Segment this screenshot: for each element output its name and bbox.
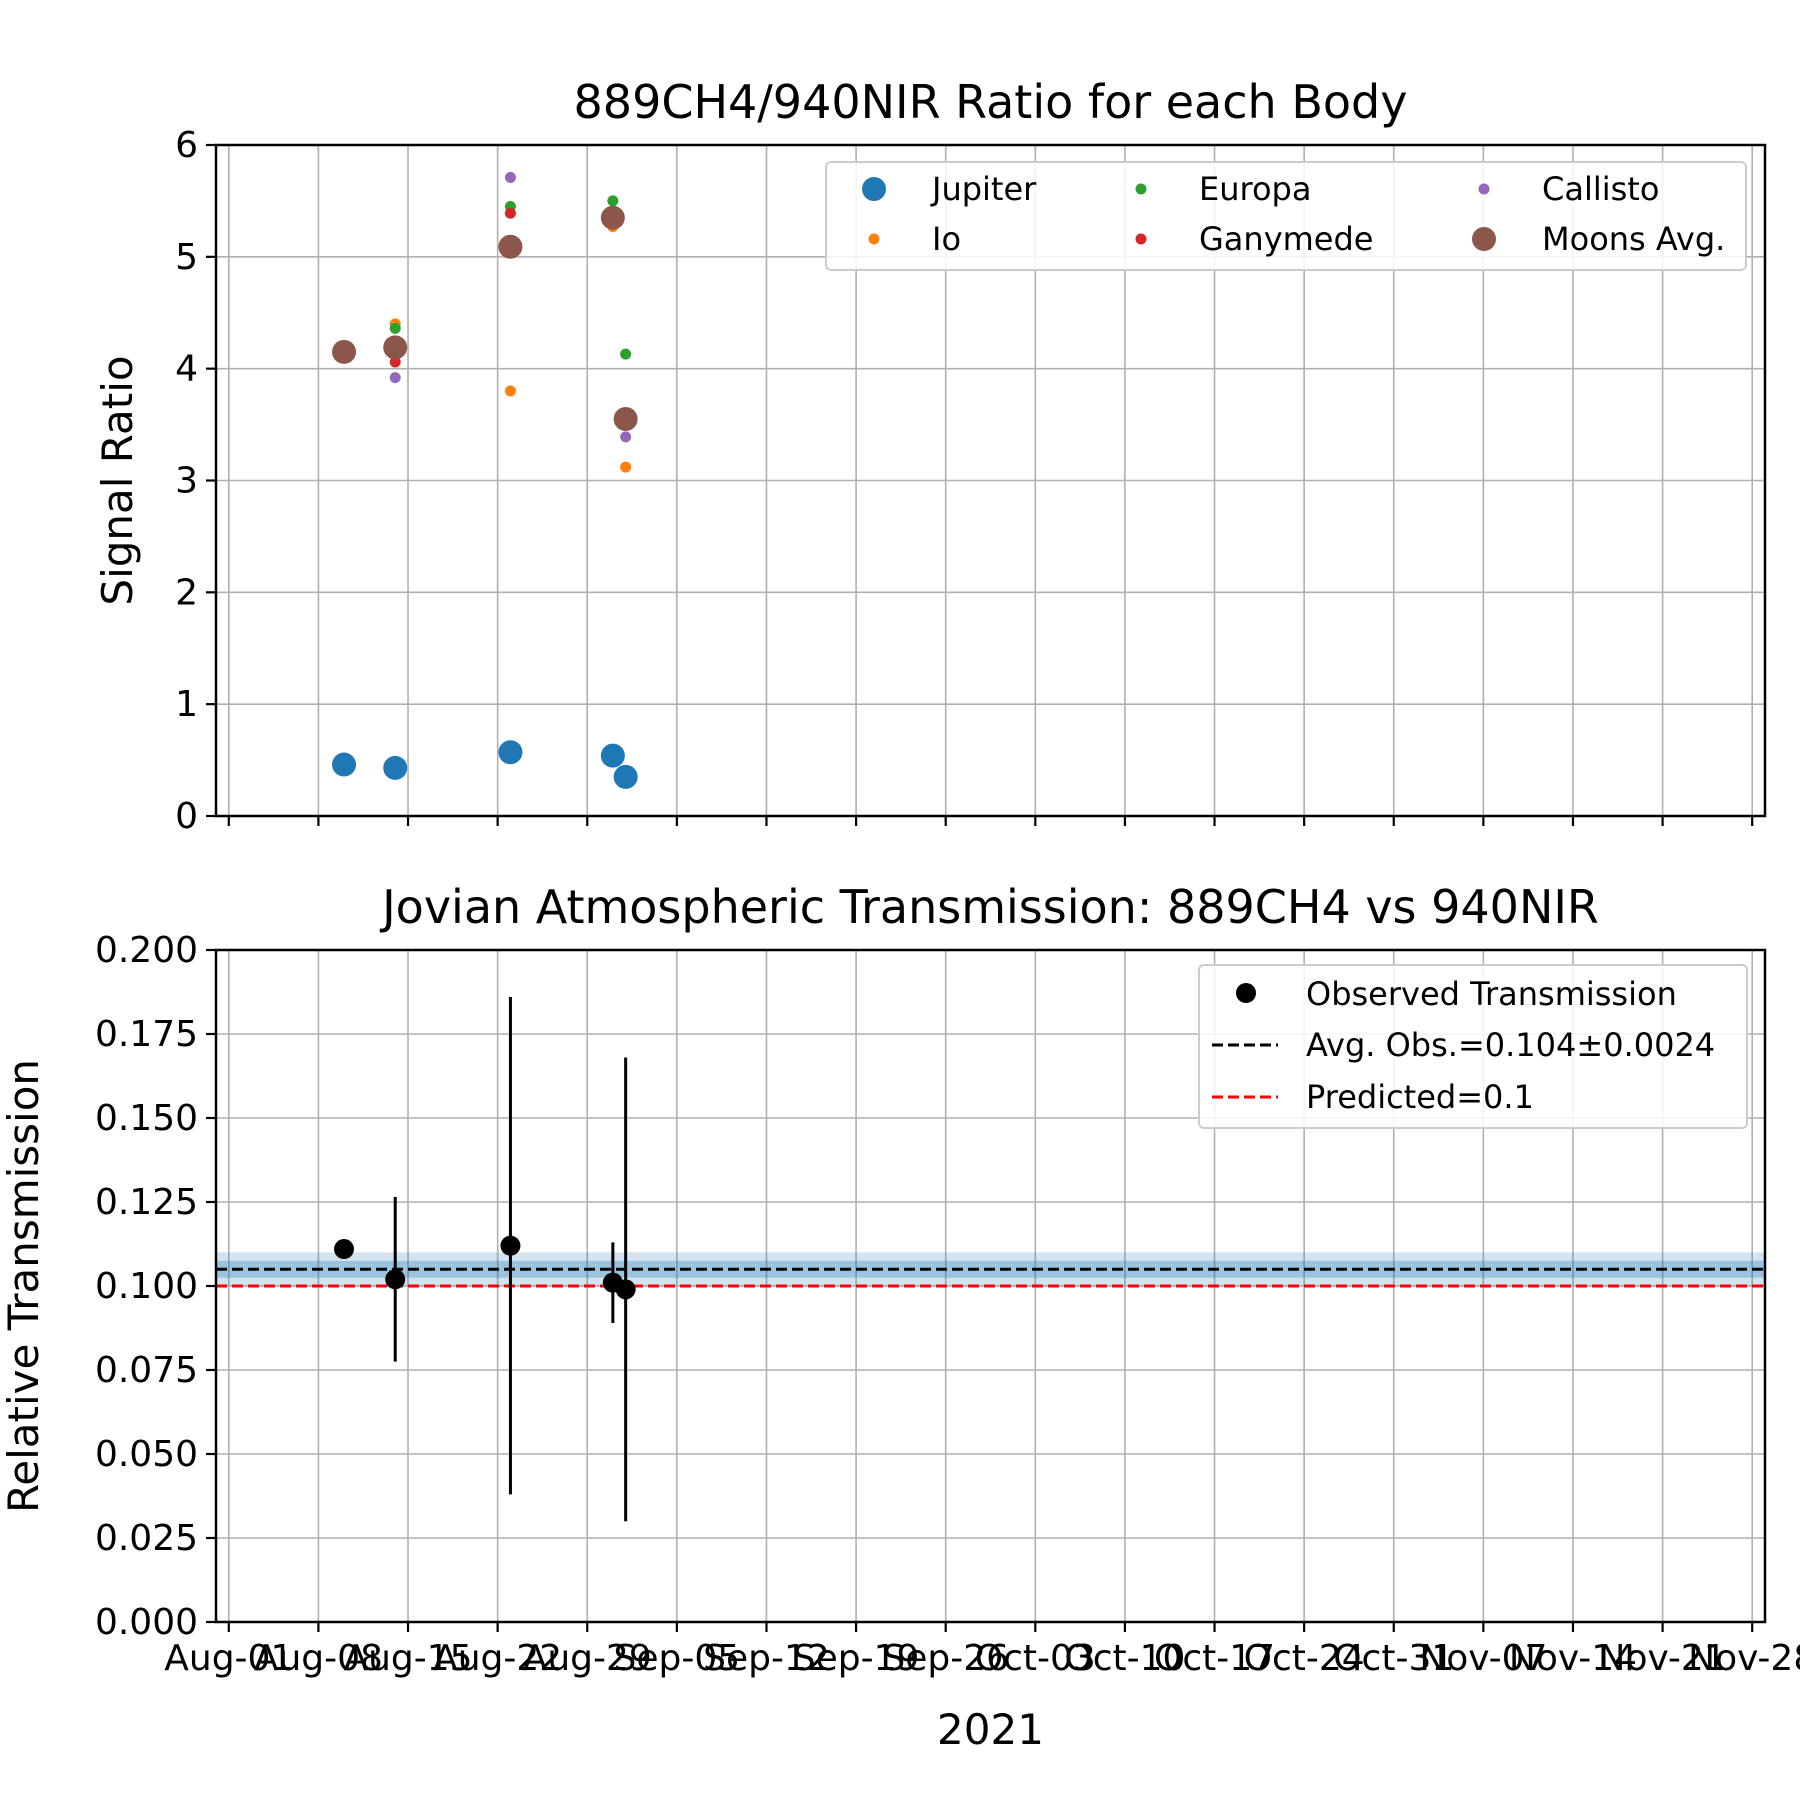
observed-point — [500, 1235, 521, 1256]
legend-label: Jupiter — [930, 170, 1037, 208]
point-callisto — [620, 431, 632, 443]
legend-marker-io — [868, 233, 880, 245]
x-tick-label: Oct-17 — [1154, 1638, 1275, 1679]
x-tick-label: Aug-01 — [164, 1638, 293, 1679]
legend-label: Io — [932, 220, 961, 258]
observed-point — [334, 1239, 355, 1260]
point-jupiter — [498, 740, 523, 765]
legend-box — [1198, 964, 1748, 1129]
point-moons-avg — [383, 335, 408, 360]
y-tick-label: 2 — [175, 572, 198, 613]
point-jupiter — [600, 743, 625, 768]
legend-label: Observed Transmission — [1306, 975, 1677, 1013]
legend-marker-ganymede — [1135, 233, 1147, 245]
ratio-chart-x-ticks — [227, 816, 1754, 826]
y-tick-label: 5 — [175, 237, 198, 278]
point-ganymede — [504, 207, 516, 219]
point-moons-avg — [600, 205, 625, 230]
legend-label: Callisto — [1542, 170, 1659, 208]
x-tick-label: Aug-29 — [523, 1638, 652, 1679]
y-tick-label: 0.175 — [95, 1014, 198, 1055]
observed-point — [385, 1269, 406, 1290]
x-tick-label: Sep-26 — [882, 1638, 1009, 1679]
transmission-chart-x-ticks: Aug-01Aug-08Aug-15Aug-22Aug-29Sep-05Sep-… — [164, 1622, 1800, 1679]
point-jupiter — [613, 764, 638, 789]
x-tick-label: Aug-15 — [343, 1638, 472, 1679]
point-europa — [389, 322, 401, 334]
x-tick-label: Oct-03 — [975, 1638, 1096, 1679]
x-tick-label: Oct-24 — [1244, 1638, 1365, 1679]
legend-marker-observed — [1236, 983, 1256, 1003]
y-tick-label: 1 — [175, 684, 198, 725]
observed-point — [615, 1279, 636, 1300]
y-tick-label: 4 — [175, 349, 198, 390]
y-tick-label: 0 — [175, 796, 198, 837]
legend-label: Predicted=0.1 — [1306, 1078, 1534, 1116]
transmission-chart-legend: Observed Transmission Avg. Obs.=0.104±0.0… — [1198, 964, 1748, 1129]
transmission-chart-y-axis-label: Relative Transmission — [0, 1059, 48, 1513]
y-tick-label: 0.125 — [95, 1182, 198, 1223]
legend-marker-moons-avg — [1472, 227, 1496, 251]
x-tick-label: Oct-31 — [1333, 1638, 1454, 1679]
legend-marker-jupiter — [862, 177, 886, 201]
legend-marker-callisto — [1478, 183, 1490, 195]
ratio-chart: 0 1 2 3 4 5 6 889CH4/940NIR Ratio for each Bod… — [93, 75, 1767, 837]
point-io — [620, 461, 632, 473]
legend-label: Moons Avg. — [1542, 220, 1725, 258]
ratio-chart-y-ticks: 0 1 2 3 4 5 6 — [175, 125, 216, 837]
point-europa — [620, 348, 632, 360]
x-tick-label: Sep-12 — [703, 1638, 830, 1679]
legend-label: Avg. Obs.=0.104±0.0024 — [1306, 1026, 1715, 1064]
legend-label: Europa — [1199, 170, 1311, 208]
point-callisto — [389, 372, 401, 384]
x-tick-label: Sep-19 — [793, 1638, 920, 1679]
legend-box — [825, 161, 1747, 271]
ratio-chart-title: 889CH4/940NIR Ratio for each Body — [574, 75, 1408, 129]
y-tick-label: 6 — [175, 125, 198, 166]
transmission-chart-reference-lines — [216, 1267, 1765, 1288]
transmission-chart-marks — [334, 997, 636, 1522]
x-tick-label: Nov-28 — [1688, 1638, 1800, 1679]
ratio-chart-legend: Jupiter Io Europa Ganymede Callisto Moons Avg… — [825, 161, 1747, 271]
point-jupiter — [332, 752, 357, 777]
x-tick-label: Nov-07 — [1419, 1638, 1547, 1679]
point-moons-avg — [613, 406, 638, 431]
x-tick-label: Sep-05 — [614, 1638, 741, 1679]
x-tick-label: Nov-14 — [1509, 1638, 1637, 1679]
ratio-chart-y-axis-label: Signal Ratio — [93, 355, 142, 605]
x-tick-label: Oct-10 — [1064, 1638, 1185, 1679]
legend-marker-europa — [1135, 183, 1147, 195]
x-tick-label: Nov-21 — [1599, 1638, 1727, 1679]
point-moons-avg — [332, 339, 357, 364]
y-tick-label: 0.100 — [95, 1266, 198, 1307]
point-callisto — [504, 171, 516, 183]
legend-label: Ganymede — [1199, 220, 1373, 258]
transmission-chart-y-ticks: 0.000 0.025 0.050 0.075 0.100 0.125 0.150 0.175… — [95, 930, 216, 1643]
x-tick-label: Aug-22 — [433, 1638, 562, 1679]
point-ganymede — [389, 356, 401, 368]
point-io — [504, 385, 516, 397]
transmission-chart: 0.000 0.025 0.050 0.075 0.100 0.125 0.150 0.175… — [0, 880, 1800, 1754]
point-jupiter — [383, 755, 408, 780]
point-moons-avg — [498, 234, 523, 259]
point-europa — [607, 195, 619, 207]
transmission-chart-title: Jovian Atmospheric Transmission: 889CH4 … — [379, 880, 1599, 934]
y-tick-label: 0.200 — [95, 930, 198, 971]
y-tick-label: 0.150 — [95, 1098, 198, 1139]
y-tick-label: 3 — [175, 461, 198, 502]
y-tick-label: 0.025 — [95, 1518, 198, 1559]
transmission-chart-x-axis-label: 2021 — [937, 1705, 1044, 1754]
y-tick-label: 0.050 — [95, 1434, 198, 1475]
y-tick-label: 0.000 — [95, 1602, 198, 1643]
y-tick-label: 0.075 — [95, 1350, 198, 1391]
ratio-chart-marks — [332, 171, 638, 789]
x-tick-label: Aug-08 — [254, 1638, 383, 1679]
